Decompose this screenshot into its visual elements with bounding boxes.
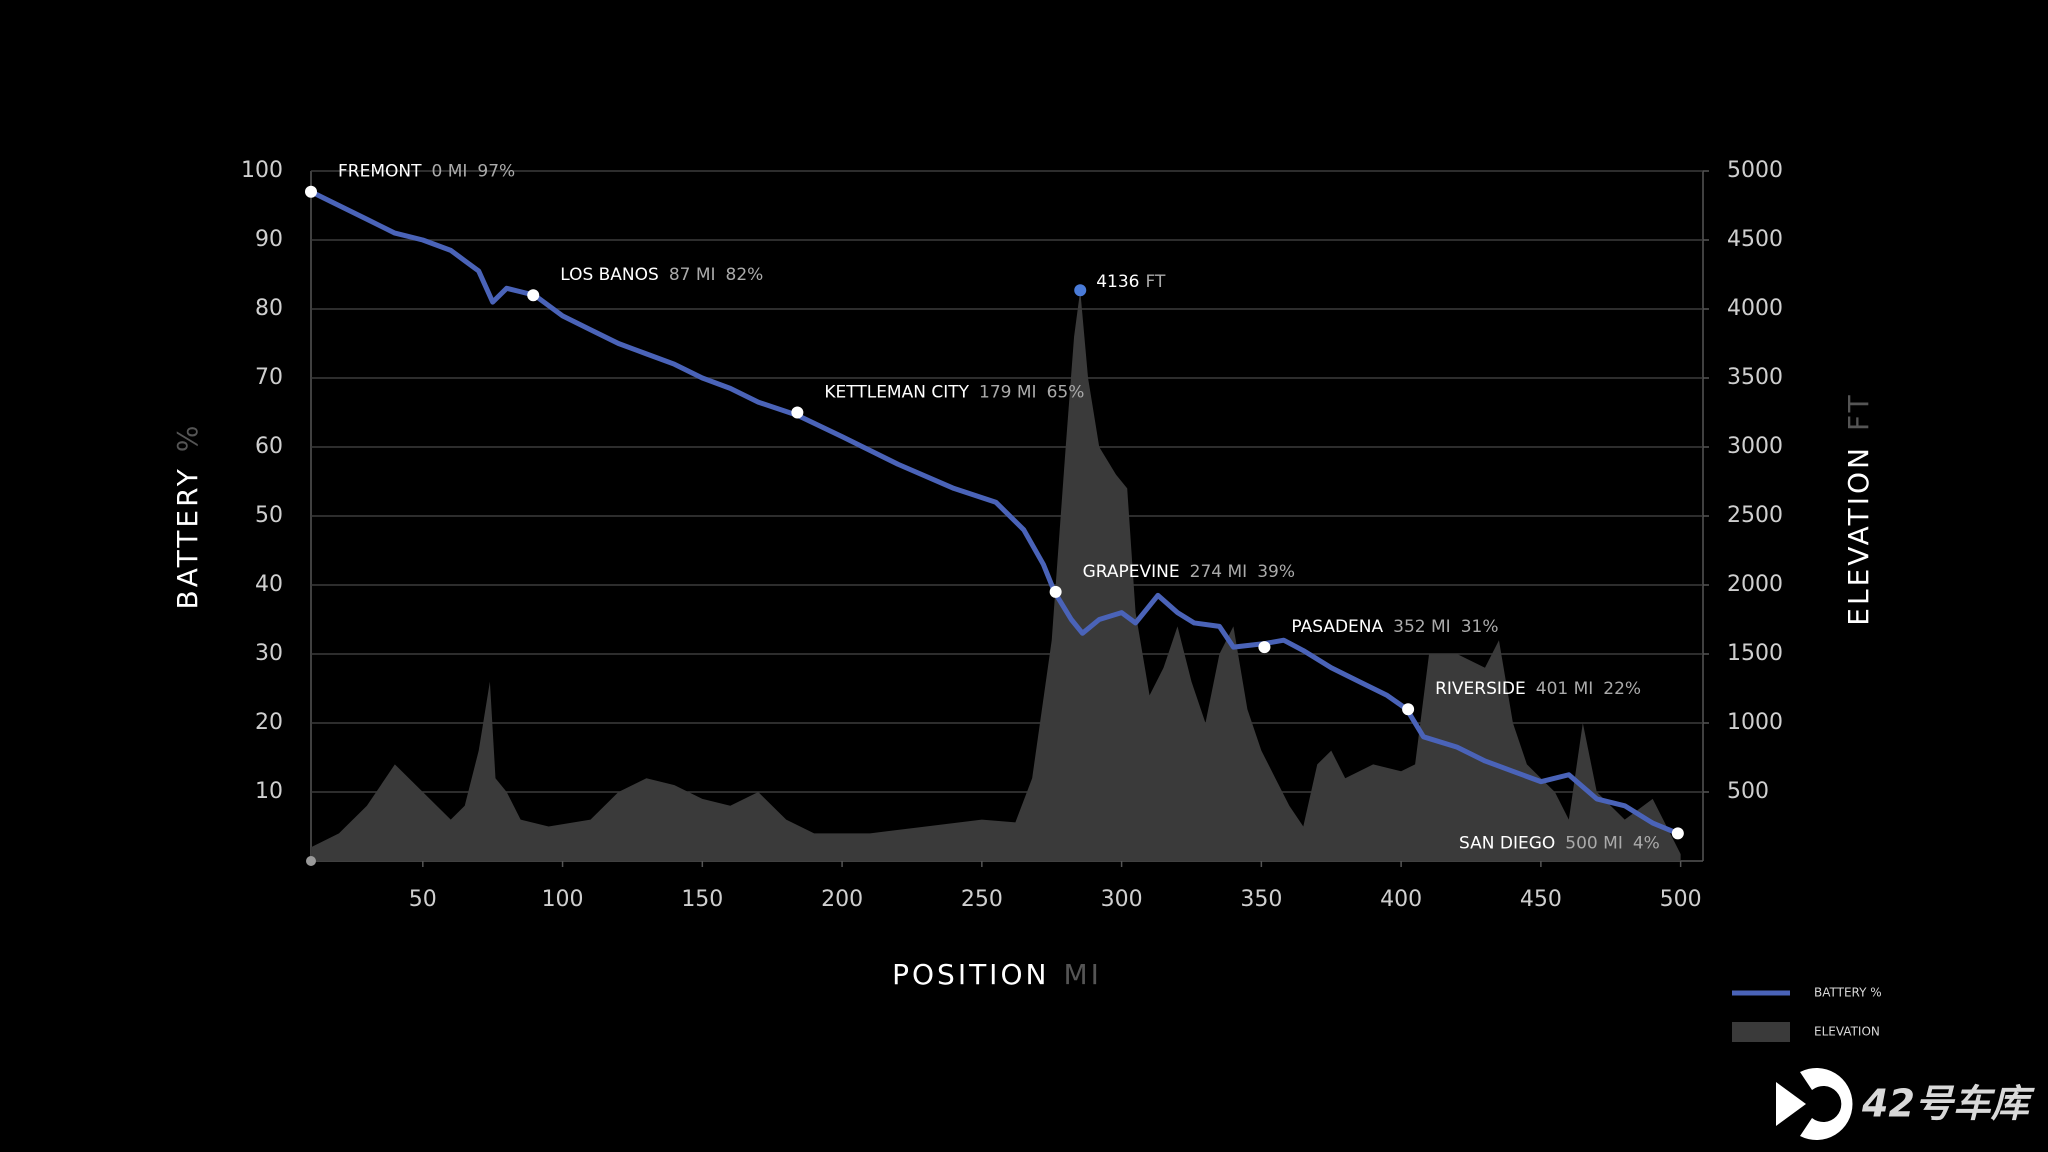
legend-swatch: [1732, 1022, 1790, 1042]
y-tick-label: 60: [255, 434, 283, 459]
stop-distance: 0 MI: [431, 162, 467, 182]
y2-tick-label: 2500: [1727, 503, 1783, 528]
x-tick-label: 400: [1380, 887, 1422, 912]
y-tick-label: 40: [255, 572, 283, 597]
y2-axis-label: ELEVATION: [1842, 445, 1875, 626]
y2-tick-label: 4000: [1727, 296, 1783, 321]
y-tick-label: 80: [255, 296, 283, 321]
y2-tick-label: 5000: [1727, 158, 1783, 183]
peak-label: 4136 FT: [1096, 272, 1166, 292]
stop-distance: 274 MI: [1190, 562, 1248, 582]
legend-label: BATTERY %: [1814, 986, 1882, 1000]
stop-dot: [1258, 641, 1271, 654]
x-tick-label: 150: [681, 887, 723, 912]
stop-dot: [1049, 585, 1062, 598]
x-axis-unit: MI: [1063, 958, 1101, 991]
stop-label: GRAPEVINE 274 MI 39%: [1083, 562, 1295, 582]
y2-tick-label: 500: [1727, 779, 1769, 804]
stop-dot: [1671, 827, 1684, 840]
x-tick-label: 200: [821, 887, 863, 912]
stop-distance: 352 MI: [1393, 617, 1451, 637]
stop-distance: 401 MI: [1536, 679, 1594, 699]
stop-label: PASADENA 352 MI 31%: [1291, 617, 1498, 637]
y-tick-label: 70: [255, 365, 283, 390]
y-axis-unit: %: [171, 423, 204, 453]
y2-tick-label: 4500: [1727, 227, 1783, 252]
y2-tick-label: 1500: [1727, 641, 1783, 666]
stop-battery: 22%: [1603, 679, 1641, 699]
x-axis-label: POSITION: [892, 958, 1049, 991]
y2-axis-unit: FT: [1842, 392, 1875, 431]
stop-label: RIVERSIDE 401 MI 22%: [1435, 679, 1641, 699]
y-tick-label: 100: [241, 158, 283, 183]
x-tick-label: 500: [1660, 887, 1702, 912]
stop-name: KETTLEMAN CITY: [824, 383, 969, 403]
y-axis-title: BATTERY%: [171, 423, 204, 610]
y2-tick-label: 2000: [1727, 572, 1783, 597]
stop-distance: 179 MI: [979, 383, 1037, 403]
y2-axis-title: ELEVATION FT: [1842, 392, 1875, 625]
y2-tick-label: 1000: [1727, 710, 1783, 735]
marks: [305, 185, 1684, 866]
x-tick-label: 50: [409, 887, 437, 912]
stop-label: LOS BANOS 87 MI 82%: [560, 265, 763, 285]
stop-battery: 82%: [726, 265, 764, 285]
y-tick-label: 50: [255, 503, 283, 528]
stop-battery: 31%: [1461, 617, 1499, 637]
stop-name: FREMONT: [338, 162, 422, 182]
peak-value: 4136: [1096, 272, 1139, 292]
stop-battery: 39%: [1257, 562, 1295, 582]
stop-distance: 87 MI: [669, 265, 716, 285]
x-tick-label: 300: [1101, 887, 1143, 912]
elevation-area: [311, 290, 1681, 861]
legend-label: ELEVATION: [1814, 1025, 1880, 1039]
stop-dot: [305, 185, 317, 198]
y2-tick-label: 3000: [1727, 434, 1783, 459]
stop-name: PASADENA: [1291, 617, 1383, 637]
stop-battery: 65%: [1047, 383, 1085, 403]
x-axis-title: POSITION MI: [892, 958, 1102, 991]
stop-label: FREMONT 0 MI 97%: [338, 162, 515, 182]
stop-dot: [1402, 703, 1415, 716]
watermark-logo: [1776, 1068, 1853, 1141]
stop-battery: 97%: [477, 162, 515, 182]
labels: 1020304050607080901005001000150020002500…: [241, 158, 1882, 1042]
stop-name: RIVERSIDE: [1435, 679, 1526, 699]
y-tick-label: 10: [255, 779, 283, 804]
x-tick-label: 250: [961, 887, 1003, 912]
x-tick-label: 350: [1240, 887, 1282, 912]
y2-tick-label: 3500: [1727, 365, 1783, 390]
stop-label: KETTLEMAN CITY 179 MI 65%: [824, 383, 1084, 403]
x-tick-label: 100: [542, 887, 584, 912]
stop-dot: [527, 289, 540, 302]
peak-dot: [1074, 284, 1087, 297]
y-tick-label: 90: [255, 227, 283, 252]
stop-battery: 4%: [1633, 833, 1660, 853]
y-axis-label: BATTERY: [171, 466, 204, 609]
peak-unit: FT: [1145, 272, 1165, 292]
stop-name: LOS BANOS: [560, 265, 659, 285]
origin-dot: [306, 856, 316, 866]
stop-distance: 500 MI: [1565, 833, 1623, 853]
y-tick-label: 20: [255, 710, 283, 735]
y-tick-label: 30: [255, 641, 283, 666]
stop-name: SAN DIEGO: [1459, 833, 1555, 853]
stop-label: SAN DIEGO 500 MI 4%: [1459, 833, 1660, 853]
stop-name: GRAPEVINE: [1083, 562, 1180, 582]
watermark: 42号车库: [1861, 1082, 2035, 1126]
x-tick-label: 450: [1520, 887, 1562, 912]
stop-dot: [791, 406, 804, 419]
